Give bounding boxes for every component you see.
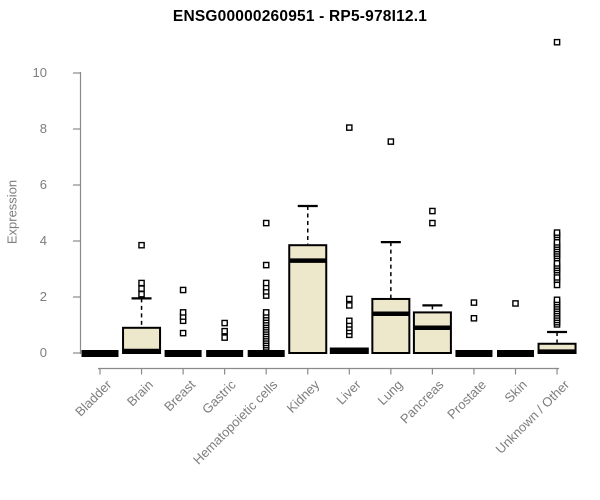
boxplot-group — [288, 204, 328, 354]
outlier-point — [179, 286, 187, 294]
collapsed-box — [247, 350, 285, 357]
boxplot-group — [371, 138, 411, 354]
boxplot-group — [455, 299, 493, 357]
boxplot-group — [122, 241, 162, 354]
outlier-point — [138, 285, 145, 292]
outlier-point — [470, 299, 478, 306]
y-tick-label: 8 — [39, 121, 47, 136]
outlier-point — [262, 261, 270, 269]
collapsed-box — [81, 350, 119, 357]
outlier-point — [262, 309, 270, 316]
outlier-point — [387, 138, 395, 145]
boxplot-group — [206, 319, 244, 357]
outlier-point — [429, 219, 436, 227]
outlier-point — [429, 207, 436, 215]
outlier-point — [346, 317, 353, 325]
outlier-point — [553, 296, 561, 304]
outlier-point — [346, 302, 353, 309]
box — [371, 297, 411, 354]
y-tick-label: 0 — [39, 345, 47, 360]
outlier-point — [553, 38, 561, 46]
outlier-point — [221, 334, 228, 341]
y-tick-label: 2 — [39, 289, 47, 304]
boxplot-group — [412, 207, 452, 354]
collapsed-box — [164, 350, 202, 357]
outlier-point — [179, 309, 187, 316]
outlier-point — [512, 300, 519, 307]
outlier-point — [262, 279, 270, 287]
y-tick-label: 10 — [32, 65, 47, 80]
boxplot-group — [81, 350, 119, 357]
outlier-point — [221, 327, 228, 335]
outlier-point — [262, 219, 270, 227]
outlier-point — [553, 239, 561, 246]
outlier-point — [346, 124, 353, 131]
boxplot-group — [247, 219, 285, 357]
y-tick-label: 4 — [39, 233, 47, 248]
box — [412, 311, 452, 354]
outlier-point — [138, 279, 145, 287]
outlier-point — [346, 295, 353, 303]
boxplot-group — [497, 300, 534, 357]
boxplot-group — [164, 286, 202, 357]
outlier-point — [138, 241, 145, 249]
outlier-point — [138, 290, 145, 298]
outlier-point — [553, 229, 561, 236]
outlier-point — [221, 319, 228, 327]
boxplot-group — [329, 124, 369, 354]
box — [288, 244, 328, 354]
outlier-point — [553, 281, 561, 289]
outlier-point — [179, 329, 187, 337]
boxplot-group — [537, 38, 577, 355]
collapsed-box — [497, 350, 534, 357]
outlier-point — [470, 314, 478, 322]
chart-title: ENSG00000260951 - RP5-978I12.1 — [172, 8, 428, 25]
collapsed-box — [455, 350, 493, 357]
outlier-point — [553, 260, 561, 267]
y-tick-label: 6 — [39, 177, 47, 192]
collapsed-box — [206, 350, 244, 357]
